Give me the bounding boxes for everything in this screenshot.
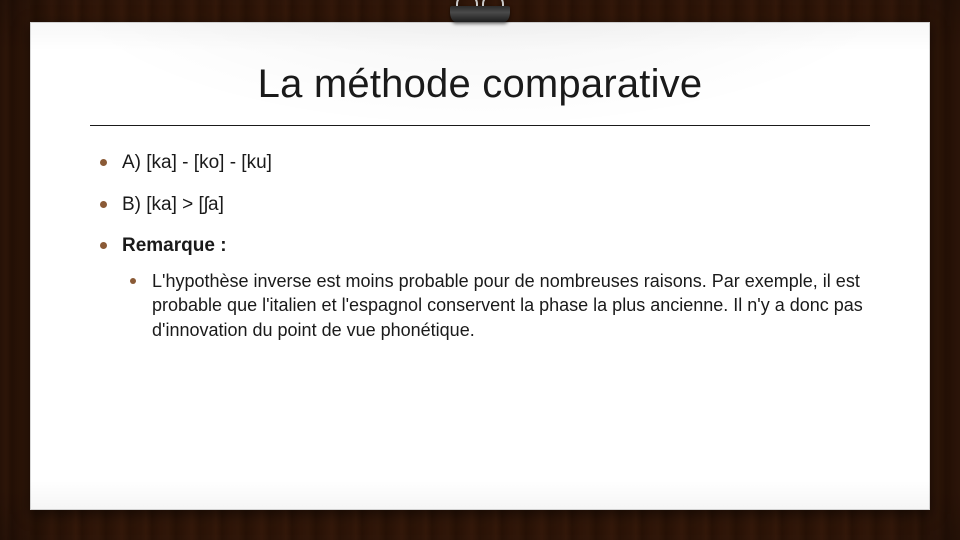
wood-frame: La méthode comparative A) [ka] - [ko] - … [0, 0, 960, 540]
list-item: Remarque : L'hypothèse inverse est moins… [96, 233, 870, 342]
list-item-text: B) [ka] > [ʃa] [122, 194, 224, 215]
slide-paper: La méthode comparative A) [ka] - [ko] - … [30, 22, 930, 510]
binder-clip-icon [450, 0, 510, 30]
list-item-text: Remarque : [122, 235, 227, 256]
sub-bullet-list: L'hypothèse inverse est moins probable p… [128, 269, 870, 342]
title-underline [90, 125, 870, 126]
list-item: B) [ka] > [ʃa] [96, 192, 870, 218]
list-item: L'hypothèse inverse est moins probable p… [128, 269, 870, 342]
list-item-text: A) [ka] - [ko] - [ku] [122, 152, 272, 173]
list-item: A) [ka] - [ko] - [ku] [96, 150, 870, 176]
bullet-list: A) [ka] - [ko] - [ku] B) [ka] > [ʃa] Rem… [96, 150, 870, 342]
slide-title: La méthode comparative [90, 62, 870, 107]
list-item-text: L'hypothèse inverse est moins probable p… [152, 271, 863, 340]
